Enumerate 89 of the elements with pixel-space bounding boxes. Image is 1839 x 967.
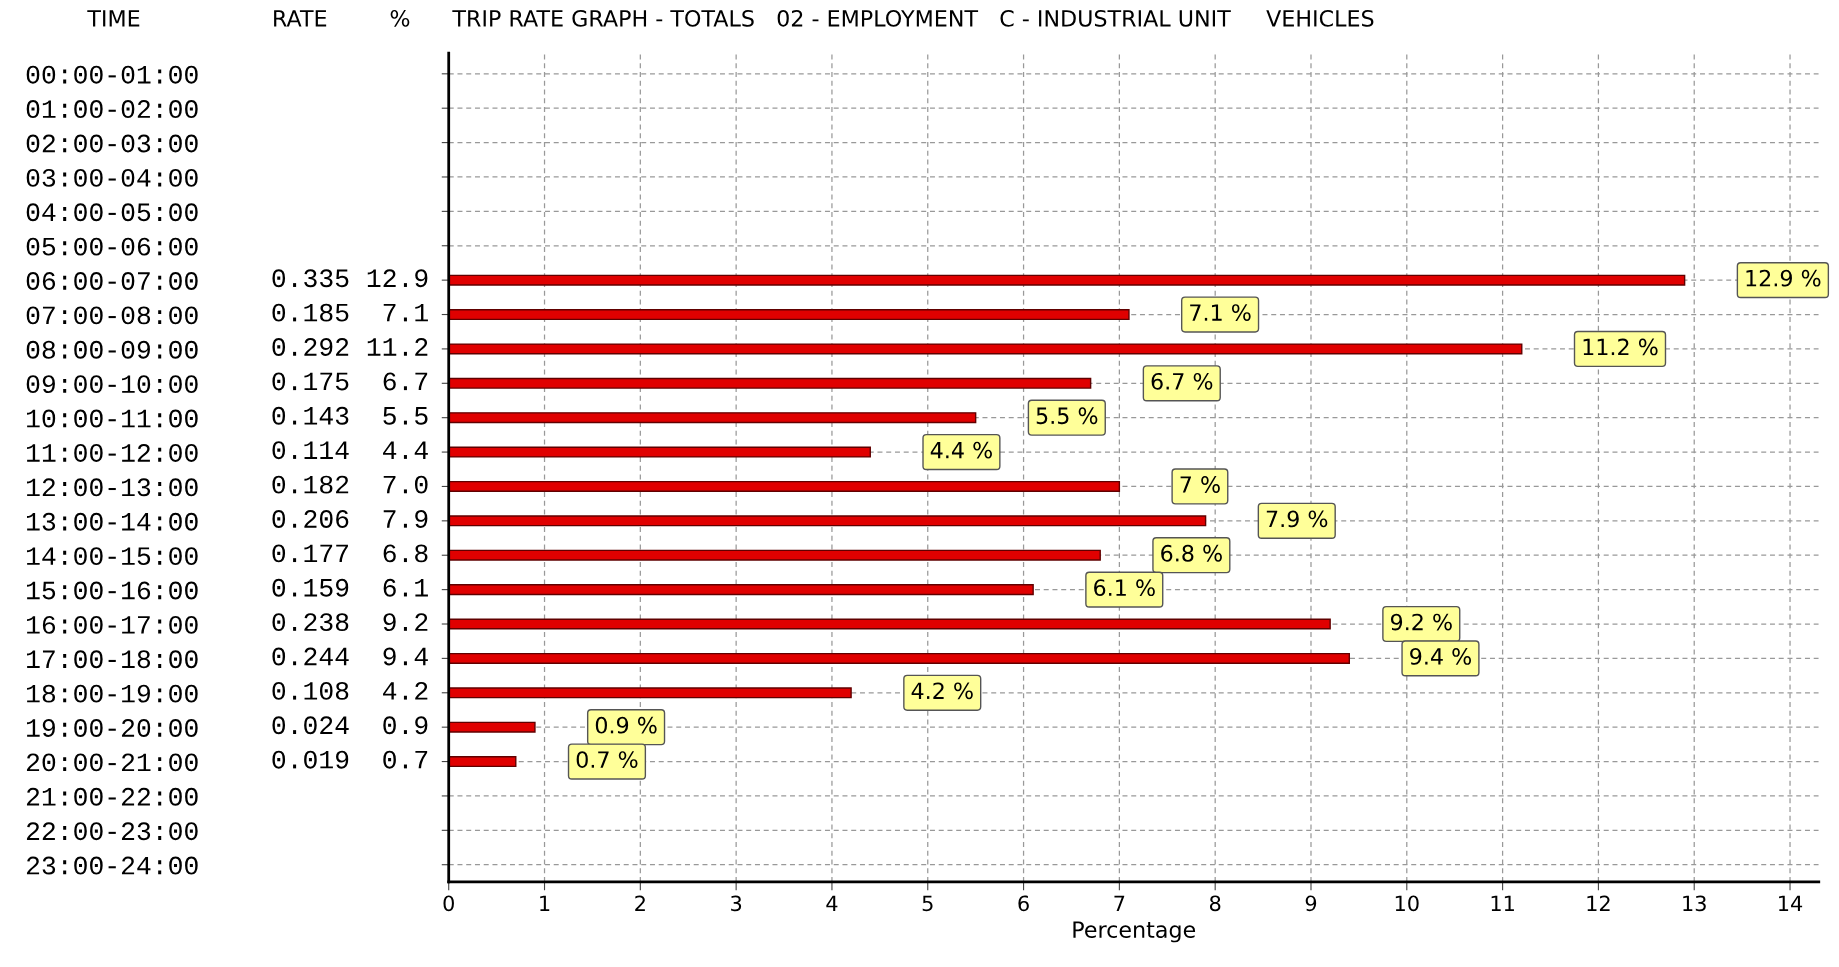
text: TIME <box>87 10 140 27</box>
x-tick-label: 4 <box>826 895 838 911</box>
bar <box>448 274 1686 286</box>
data-label: 4.2 % <box>911 682 973 700</box>
text: 0.019 0.7 <box>272 750 428 769</box>
x-tick-label: 13 <box>1683 895 1706 912</box>
data-label: 6.1 % <box>1094 579 1155 597</box>
data-label: 9.4 % <box>1410 648 1472 665</box>
text: % <box>390 9 410 27</box>
y-tick-label: 09:00-10:00 <box>26 375 198 394</box>
y-tick-label: 00:00-01:00 <box>26 65 198 84</box>
y-tick-label: 22:00-23:00 <box>26 822 198 841</box>
data-label: 5.5 % <box>1036 407 1098 425</box>
x-tick-label: 0 <box>443 895 454 912</box>
x-tick-label: 11 <box>1491 895 1514 911</box>
bar <box>448 309 1130 321</box>
bar <box>448 721 536 733</box>
bar <box>448 446 871 458</box>
y-tick-label: 07:00-08:00 <box>26 306 198 325</box>
bar <box>448 377 1092 389</box>
bar <box>448 756 517 768</box>
data-label: 6.7 % <box>1151 372 1213 390</box>
bar <box>448 584 1034 596</box>
text: 0.335 12.9 <box>272 269 428 288</box>
y-tick-label: 03:00-04:00 <box>26 168 198 187</box>
text: 0.114 4.4 <box>272 441 428 460</box>
x-tick-label: 2 <box>635 895 645 911</box>
text: 0.185 7.1 <box>272 303 428 322</box>
x-tick-label: 12 <box>1587 895 1610 911</box>
x-tick-label: 14 <box>1779 895 1803 911</box>
y-tick-label: 10:00-11:00 <box>27 409 198 428</box>
x-tick-label: 10 <box>1395 895 1419 912</box>
y-tick-label: 08:00-09:00 <box>26 340 198 359</box>
data-label: 0.7 % <box>576 751 638 768</box>
text: RATE <box>274 10 327 27</box>
data-label: 4.4 % <box>930 441 992 459</box>
x-tick-label: 1 <box>540 895 550 911</box>
bar <box>448 618 1331 630</box>
text: 0.159 6.1 <box>272 578 428 597</box>
y-tick-label: 01:00-02:00 <box>26 100 198 119</box>
y-tick-label: 11:00-12:00 <box>27 443 198 462</box>
x-tick-label: 8 <box>1209 895 1221 912</box>
text: 0.238 9.2 <box>272 613 428 632</box>
bar <box>448 412 977 424</box>
bar <box>448 652 1351 664</box>
bar <box>448 687 852 699</box>
data-label: 0.9 % <box>595 716 657 734</box>
data-label: 12.9 % <box>1746 269 1821 287</box>
x-axis-title: Percentage <box>1073 921 1196 943</box>
y-tick-label: 13:00-14:00 <box>27 512 198 531</box>
y-tick-label: 12:00-13:00 <box>27 478 198 497</box>
text: 0.024 0.9 <box>272 716 428 735</box>
data-label: 7.1 % <box>1190 304 1251 321</box>
y-tick-label: 18:00-19:00 <box>27 684 198 703</box>
data-label: 7.9 % <box>1266 510 1328 528</box>
text: 0.244 9.4 <box>272 647 428 666</box>
x-tick-label: 7 <box>1114 895 1125 911</box>
y-tick-label: 14:00-15:00 <box>27 547 198 566</box>
x-tick-label: 9 <box>1305 895 1317 912</box>
bar <box>448 515 1207 527</box>
text: 0.292 11.2 <box>272 338 428 356</box>
y-tick-label: 17:00-18:00 <box>27 650 198 669</box>
text: 0.143 5.5 <box>272 406 428 425</box>
y-tick-label: 04:00-05:00 <box>26 203 198 222</box>
data-label: 9.2 % <box>1390 613 1452 631</box>
y-tick-label: 19:00-20:00 <box>27 719 198 737</box>
bar <box>448 343 1523 355</box>
y-tick-label: 05:00-06:00 <box>26 237 198 256</box>
data-label: 6.8 % <box>1161 544 1222 562</box>
bar <box>448 480 1121 492</box>
y-tick-label: 20:00-21:00 <box>26 753 198 772</box>
text: 0.177 6.8 <box>272 544 428 563</box>
x-tick-label: 3 <box>731 895 742 912</box>
data-label: 11.2 % <box>1583 338 1658 356</box>
y-tick-label: 15:00-16:00 <box>27 581 198 600</box>
x-tick-label: 6 <box>1018 895 1029 912</box>
bar <box>448 549 1101 561</box>
y-tick-label: 21:00-22:00 <box>26 787 198 806</box>
x-tick-label: 5 <box>922 895 933 912</box>
y-tick-label: 23:00-24:00 <box>26 856 198 875</box>
text: 0.206 7.9 <box>272 510 428 528</box>
y-tick-label: 02:00-03:00 <box>26 134 198 153</box>
text: 0.108 4.2 <box>272 681 428 700</box>
text: 0.175 6.7 <box>272 372 428 391</box>
chart-title: TRIP RATE GRAPH - TOTALS 02 - EMPLOYMENT C - INDUSTRIAL UNIT VEHICLES <box>452 9 1374 27</box>
data-label: 7 % <box>1180 476 1220 493</box>
text: 0.182 7.0 <box>272 475 428 494</box>
y-tick-label: 16:00-17:00 <box>27 615 198 634</box>
y-tick-label: 06:00-07:00 <box>26 272 198 290</box>
